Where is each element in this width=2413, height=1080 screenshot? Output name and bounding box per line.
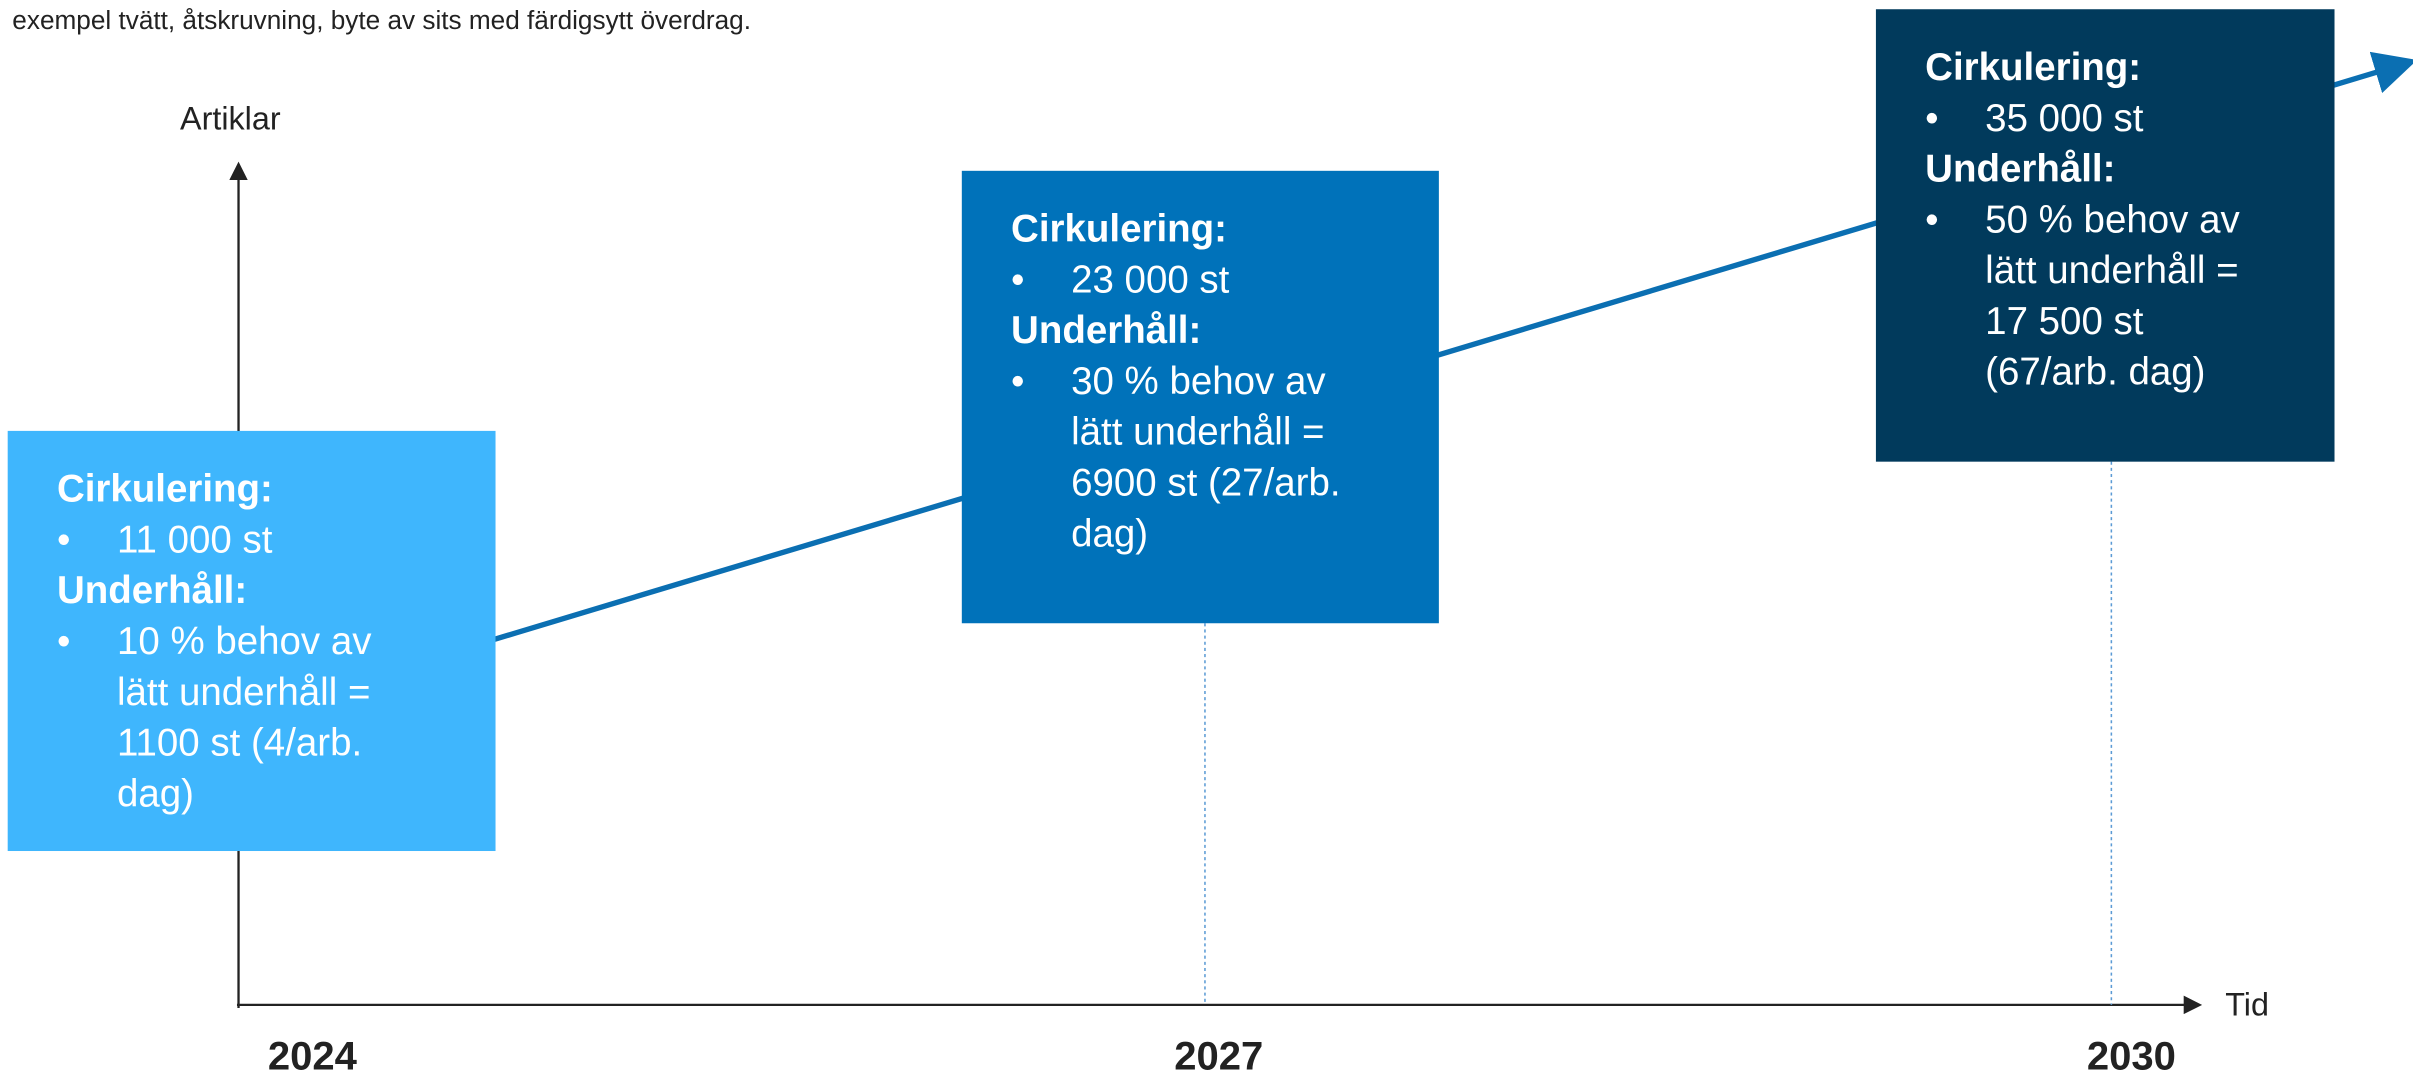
info-box: Cirkulering: 11 000 st Underhåll: 10 % b…: [7, 430, 496, 852]
box-item: 35 000 st: [1925, 94, 2334, 145]
box-heading: Underhåll:: [1011, 309, 1202, 353]
info-box: Cirkulering: 35 000 st Underhåll: 50 % b…: [1875, 9, 2335, 462]
box-item: 30 % behov av lätt underhåll = 6900 st (…: [1011, 357, 1379, 560]
intro-text: exempel tvätt, åtskruvning, byte av sits…: [12, 6, 751, 36]
info-box: Cirkulering: 23 000 st Underhåll: 30 % b…: [961, 170, 1439, 624]
box-item: 50 % behov av lätt underhåll = 17 500 st…: [1925, 195, 2277, 398]
x-axis-label: Tid: [2225, 987, 2269, 1024]
box-heading: Cirkulering:: [56, 467, 273, 511]
box-item: 11 000 st: [57, 516, 496, 567]
year-label: 2024: [267, 1032, 357, 1079]
box-heading: Underhåll:: [1925, 147, 2116, 191]
year-label: 2027: [1174, 1032, 1264, 1079]
y-axis-label: Artiklar: [180, 101, 281, 137]
box-item: 10 % behov av lätt underhåll = 1100 st (…: [57, 617, 425, 820]
box-heading: Underhåll:: [56, 569, 248, 613]
year-label: 2030: [2086, 1032, 2176, 1079]
box-heading: Cirkulering:: [1925, 46, 2142, 90]
box-item: 23 000 st: [1011, 255, 1439, 306]
box-heading: Cirkulering:: [1011, 207, 1227, 251]
